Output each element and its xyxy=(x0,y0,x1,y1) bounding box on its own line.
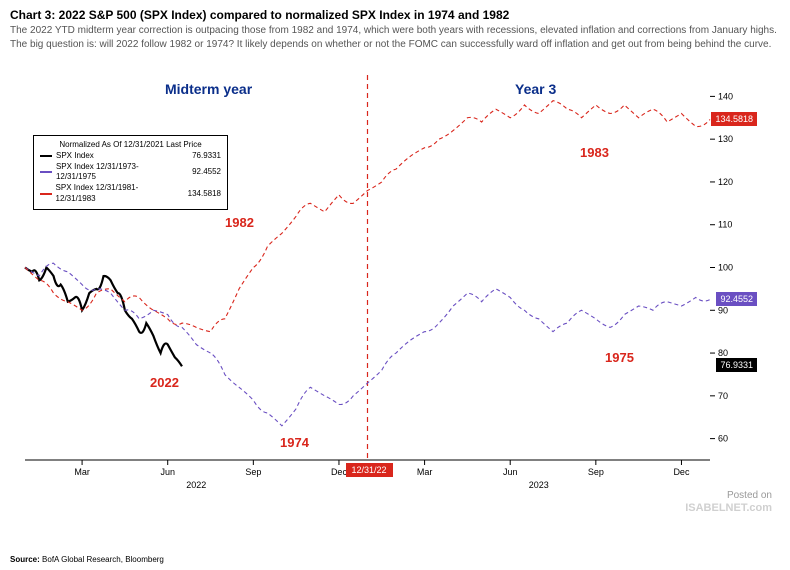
svg-text:130: 130 xyxy=(718,134,733,144)
footer-source: Source: BofA Global Research, Bloomberg xyxy=(10,555,164,564)
legend-row: SPX Index 12/31/1973-12/31/1975 92.4552 xyxy=(40,162,221,184)
footer-value: BofA Global Research, Bloomberg xyxy=(42,555,164,564)
legend-label: SPX Index 12/31/1981-12/31/1983 xyxy=(56,183,174,205)
legend-label: SPX Index xyxy=(56,151,94,162)
legend-value: 76.9331 xyxy=(182,151,221,162)
chart-subtitle: The 2022 YTD midterm year correction is … xyxy=(0,24,790,55)
legend-value: 92.4552 xyxy=(182,167,221,178)
series-label-1974: 1974 xyxy=(280,435,309,450)
svg-text:2022: 2022 xyxy=(186,480,206,490)
legend-value: 134.5818 xyxy=(178,189,221,200)
svg-text:110: 110 xyxy=(718,220,732,230)
legend-title: Normalized As Of 12/31/2021 Last Price xyxy=(40,140,221,151)
watermark-line1: Posted on xyxy=(685,490,772,502)
region-label-year3: Year 3 xyxy=(515,81,556,97)
svg-text:Mar: Mar xyxy=(417,467,433,477)
svg-text:140: 140 xyxy=(718,91,733,101)
svg-text:70: 70 xyxy=(718,391,728,401)
series-label-1982: 1982 xyxy=(225,215,254,230)
region-label-midterm: Midterm year xyxy=(165,81,252,97)
price-tag-1982: 134.5818 xyxy=(711,112,757,126)
legend-label: SPX Index 12/31/1973-12/31/1975 xyxy=(56,162,178,184)
footer-label: Source: xyxy=(10,555,40,564)
svg-text:Jun: Jun xyxy=(160,467,175,477)
svg-text:Mar: Mar xyxy=(74,467,90,477)
svg-text:80: 80 xyxy=(718,348,728,358)
svg-text:Sep: Sep xyxy=(588,467,604,477)
watermark: Posted on ISABELNET.com xyxy=(685,490,772,515)
chart-plot-area: 60 70 80 90 100 110 120 130 140 Mar Jun Sep Dec Mar Ju… xyxy=(25,75,745,495)
series-label-1983: 1983 xyxy=(580,145,609,160)
price-tag-2022: 76.9331 xyxy=(716,358,757,372)
svg-text:90: 90 xyxy=(718,305,728,315)
legend-swatch xyxy=(40,155,52,157)
watermark-line2: ISABELNET.com xyxy=(685,502,772,515)
svg-text:2023: 2023 xyxy=(529,480,549,490)
svg-text:Dec: Dec xyxy=(673,467,690,477)
legend-swatch xyxy=(40,171,52,173)
svg-text:60: 60 xyxy=(718,434,728,444)
legend-row: SPX Index 76.9331 xyxy=(40,151,221,162)
legend-row: SPX Index 12/31/1981-12/31/1983 134.5818 xyxy=(40,183,221,205)
date-marker: 12/31/22 xyxy=(346,463,393,477)
legend-box: Normalized As Of 12/31/2021 Last Price S… xyxy=(33,135,228,210)
legend-swatch xyxy=(40,193,52,195)
price-tag-1974: 92.4552 xyxy=(716,292,757,306)
svg-text:Jun: Jun xyxy=(503,467,518,477)
chart-title: Chart 3: 2022 S&P 500 (SPX Index) compar… xyxy=(0,0,790,24)
svg-text:120: 120 xyxy=(718,177,733,187)
svg-text:Sep: Sep xyxy=(245,467,261,477)
svg-text:100: 100 xyxy=(718,263,733,273)
series-label-1975: 1975 xyxy=(605,350,634,365)
series-label-2022: 2022 xyxy=(150,375,179,390)
